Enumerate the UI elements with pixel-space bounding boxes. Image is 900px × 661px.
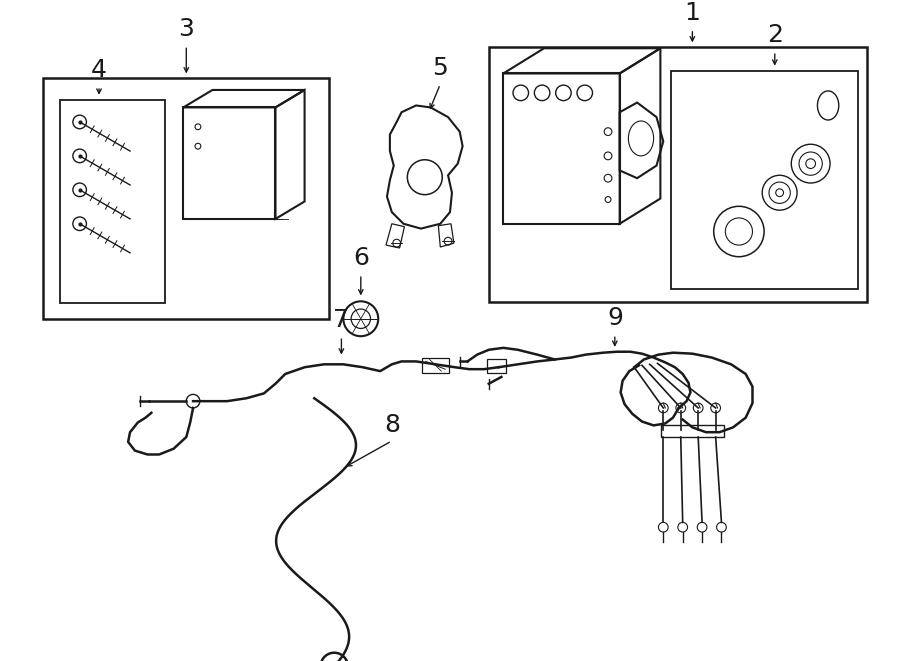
Text: 8: 8 [383, 413, 400, 437]
Text: 1: 1 [684, 1, 700, 25]
Text: 5: 5 [432, 56, 448, 80]
Bar [60, 100, 165, 303]
Bar [487, 360, 506, 373]
Text: 2: 2 [767, 23, 783, 48]
Bar [43, 78, 328, 319]
Bar [489, 48, 867, 302]
Bar [422, 358, 449, 373]
Text: 3: 3 [178, 17, 194, 42]
Text: 7: 7 [334, 308, 349, 332]
Circle shape [806, 159, 815, 169]
Bar [671, 71, 859, 289]
Circle shape [776, 189, 784, 196]
Text: 9: 9 [607, 307, 623, 330]
Text: 6: 6 [353, 247, 369, 270]
Text: 4: 4 [91, 58, 107, 82]
Bar [662, 426, 724, 437]
